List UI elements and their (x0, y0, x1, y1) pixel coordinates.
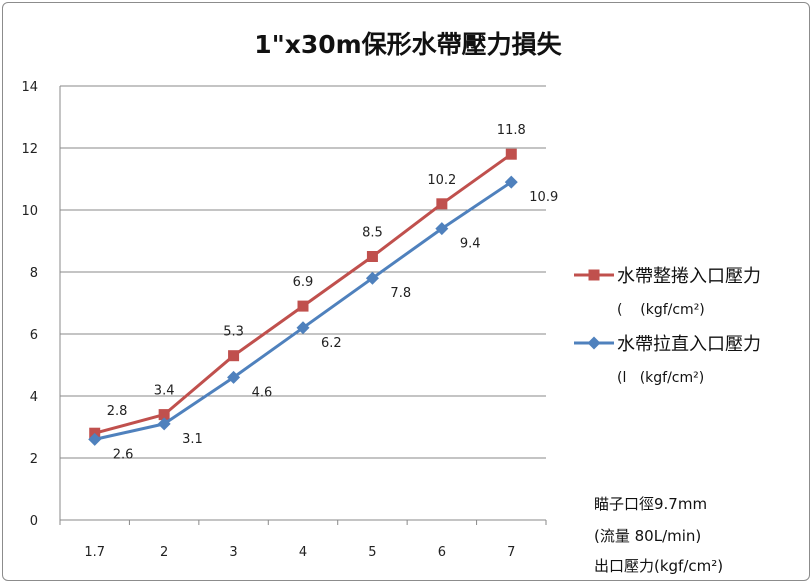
line-chart: 1"x30m保形水帶壓力損失 0 2 4 6 8 10 12 14 1.7 2 3 4 5 6 7 2.8 3… (21, 30, 761, 575)
data-point-marker (436, 198, 448, 210)
x-tick-label: 4 (299, 545, 307, 560)
data-point-marker (504, 175, 518, 189)
data-label: 9.4 (460, 237, 481, 252)
y-tick-label: 14 (21, 80, 38, 95)
chart-note: (流量 80L/min) (594, 527, 701, 545)
y-tick-label: 6 (30, 328, 38, 343)
data-label: 6.9 (293, 275, 314, 290)
data-point-marker (297, 300, 309, 312)
x-tick-label: 5 (368, 545, 376, 560)
x-tick-label: 1.7 (84, 545, 105, 560)
legend-series-name: 水帶拉直入口壓力 (617, 334, 761, 355)
x-tick-label: 6 (438, 545, 446, 560)
data-point-marker (88, 432, 102, 446)
data-label: 10.9 (529, 190, 558, 205)
data-point-marker (157, 417, 171, 431)
legend-marker (588, 269, 600, 281)
legend-series-name: 水帶整捲入口壓力 (617, 266, 761, 287)
legend-series-unit: ( (kgf/cm²) (617, 302, 705, 318)
data-point-marker (435, 222, 449, 236)
chart-note: 瞄子口徑9.7mm (594, 495, 707, 513)
data-label: 6.2 (321, 336, 342, 351)
data-label: 10.2 (427, 173, 456, 188)
data-point-marker (296, 321, 310, 335)
y-tick-label: 4 (30, 390, 38, 405)
chart-title: 1"x30m保形水帶壓力損失 (254, 30, 562, 59)
data-point-marker (227, 370, 241, 384)
y-tick-label: 2 (30, 452, 38, 467)
y-tick-label: 10 (21, 204, 38, 219)
legend: 水帶整捲入口壓力 ( (kgf/cm²) 水帶拉直入口壓力 (l (kgf/cm²) (574, 266, 761, 386)
data-label: 5.3 (223, 325, 244, 340)
legend-series-unit: (l (kgf/cm²) (617, 370, 704, 386)
data-label: 2.6 (113, 447, 134, 462)
data-point-marker (365, 271, 379, 285)
data-point-marker (228, 350, 240, 362)
x-tick-label: 2 (160, 545, 168, 560)
data-label: 8.5 (362, 226, 383, 241)
data-label: 3.4 (154, 384, 175, 399)
data-label: 2.8 (107, 404, 128, 419)
chart-note: 出口壓力(kgf/cm²) (594, 557, 723, 575)
data-point-marker (505, 148, 517, 160)
grid-lines (60, 85, 546, 459)
data-labels: 2.8 3.4 5.3 6.9 8.5 10.2 11.8 2.6 3.1 4.6 6.2 7.8 9.… (107, 123, 559, 462)
data-label: 11.8 (497, 123, 526, 138)
data-label: 7.8 (390, 286, 411, 301)
data-label: 3.1 (182, 432, 203, 447)
data-point-marker (366, 251, 378, 262)
x-tick-label: 7 (507, 545, 515, 560)
legend-marker (587, 336, 601, 350)
axes: 0 2 4 6 8 10 12 14 1.7 2 3 4 5 6 7 (21, 80, 547, 560)
chart-notes: 瞄子口徑9.7mm (流量 80L/min) 出口壓力(kgf/cm²) (594, 495, 723, 575)
series-layer (88, 148, 518, 446)
data-point-marker (158, 409, 170, 421)
x-tick-label: 3 (229, 545, 237, 560)
y-tick-label: 8 (30, 266, 38, 281)
y-tick-label: 12 (21, 142, 38, 157)
y-tick-label: 0 (30, 514, 38, 529)
data-label: 4.6 (252, 385, 273, 400)
